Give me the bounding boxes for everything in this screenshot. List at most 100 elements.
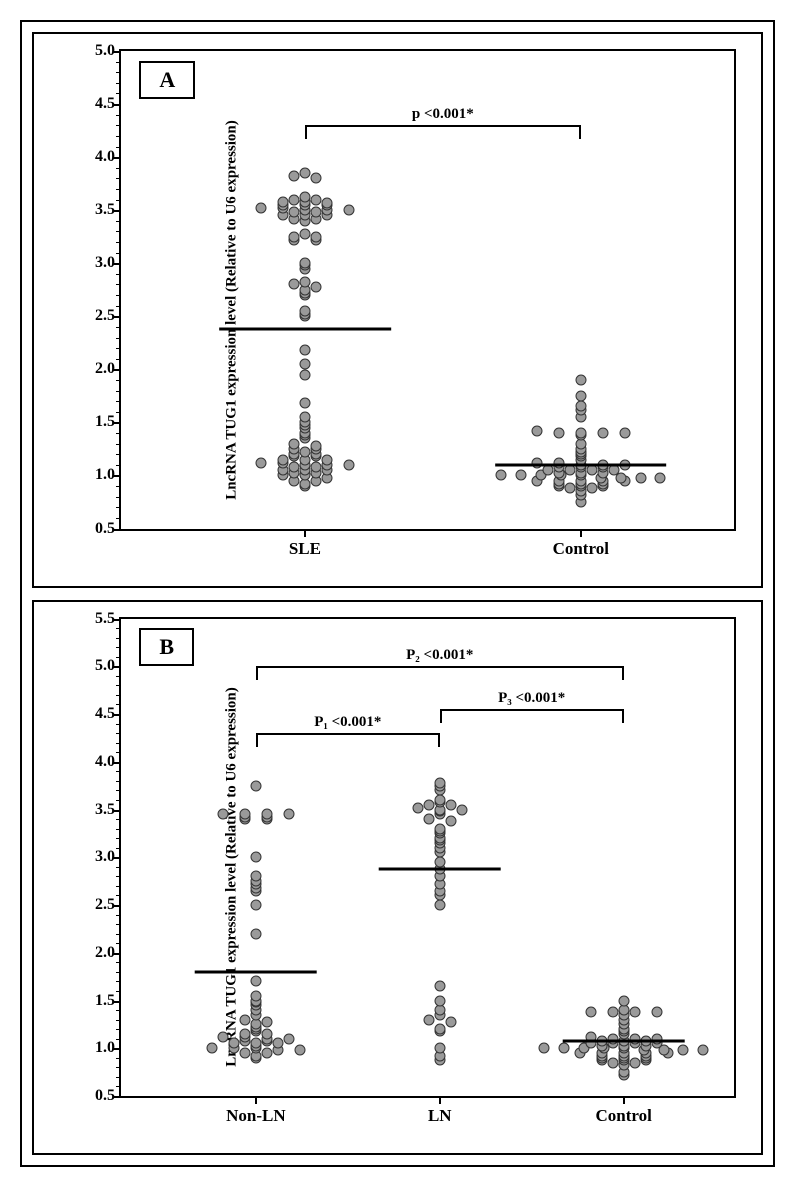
ytick-minor: [116, 433, 121, 434]
ytick-minor: [116, 752, 121, 753]
ytick-minor: [116, 1010, 121, 1011]
ytick-label: 2.0: [95, 360, 115, 378]
figure-container: LncRNA TUG1 expression level (Relative t…: [20, 20, 775, 1167]
ytick-label: 1.5: [95, 413, 115, 431]
ytick-minor: [116, 800, 121, 801]
panel-badge: A: [139, 61, 195, 99]
data-point: [299, 228, 310, 239]
data-point: [538, 1043, 549, 1054]
data-point: [531, 425, 542, 436]
ytick-minor: [116, 685, 121, 686]
median-line: [562, 1039, 685, 1042]
significance-label: P₃ <0.001*: [498, 690, 565, 707]
data-point: [299, 398, 310, 409]
data-point: [288, 171, 299, 182]
data-point: [344, 459, 355, 470]
ytick-minor: [116, 876, 121, 877]
data-point: [206, 1043, 217, 1054]
data-point: [250, 1019, 261, 1030]
data-point: [288, 279, 299, 290]
ytick-label: 3.0: [95, 254, 115, 272]
ytick-minor: [116, 125, 121, 126]
data-point: [445, 1016, 456, 1027]
xtick-mark: [255, 1096, 257, 1104]
data-point: [651, 1006, 662, 1017]
significance-bracket: [256, 666, 624, 668]
data-point: [553, 428, 564, 439]
ytick-minor: [116, 1058, 121, 1059]
data-point: [607, 1057, 618, 1068]
data-point: [564, 483, 575, 494]
data-point: [434, 777, 445, 788]
ytick-minor: [116, 819, 121, 820]
data-point: [515, 470, 526, 481]
ytick-minor: [116, 724, 121, 725]
ytick-minor: [116, 895, 121, 896]
data-point: [288, 461, 299, 472]
data-point: [250, 871, 261, 882]
ytick-minor: [116, 743, 121, 744]
panel-a: LncRNA TUG1 expression level (Relative t…: [32, 32, 763, 588]
ytick-minor: [116, 771, 121, 772]
xtick-label: Non-LN: [226, 1106, 286, 1126]
data-point: [217, 1031, 228, 1042]
data-point: [299, 168, 310, 179]
ytick-minor: [116, 136, 121, 137]
ytick-minor: [116, 1020, 121, 1021]
data-point: [239, 1048, 250, 1059]
ytick-minor: [116, 991, 121, 992]
significance-label: p <0.001*: [412, 106, 474, 123]
ytick-label: 4.5: [95, 705, 115, 723]
data-point: [344, 205, 355, 216]
ytick-minor: [116, 401, 121, 402]
ytick-label: 5.0: [95, 657, 115, 675]
data-point: [250, 780, 261, 791]
ytick-minor: [116, 338, 121, 339]
data-point: [283, 1033, 294, 1044]
median-line: [378, 867, 501, 870]
data-point: [423, 799, 434, 810]
ytick-minor: [116, 1039, 121, 1040]
median-line: [219, 328, 391, 331]
ytick-label: 2.5: [95, 896, 115, 914]
xtick-label: Control: [553, 539, 609, 559]
data-point: [629, 1006, 640, 1017]
data-point: [299, 345, 310, 356]
xtick-label: LN: [428, 1106, 452, 1126]
ytick-minor: [116, 867, 121, 868]
ytick-minor: [116, 1067, 121, 1068]
data-point: [456, 804, 467, 815]
ytick-minor: [116, 497, 121, 498]
ytick-minor: [116, 115, 121, 116]
ytick-minor: [116, 848, 121, 849]
ytick-minor: [116, 306, 121, 307]
data-point: [239, 1028, 250, 1039]
ytick-minor: [116, 695, 121, 696]
data-point: [586, 483, 597, 494]
data-point: [434, 1043, 445, 1054]
ytick-label: 4.0: [95, 753, 115, 771]
ytick-minor: [116, 200, 121, 201]
data-point: [575, 390, 586, 401]
ytick-minor: [116, 790, 121, 791]
ytick-label: 3.5: [95, 801, 115, 819]
data-point: [434, 981, 445, 992]
data-point: [299, 359, 310, 370]
ytick-minor: [116, 829, 121, 830]
significance-bracket: [305, 125, 581, 127]
ytick-minor: [116, 274, 121, 275]
ytick-minor: [116, 83, 121, 84]
data-point: [228, 1038, 239, 1049]
data-point: [321, 454, 332, 465]
data-point: [575, 428, 586, 439]
data-point: [261, 1016, 272, 1027]
ytick-minor: [116, 486, 121, 487]
data-point: [655, 472, 666, 483]
ytick-minor: [116, 62, 121, 63]
significance-bracket: [256, 733, 440, 735]
data-point: [558, 1043, 569, 1054]
ytick-label: 1.0: [95, 466, 115, 484]
data-point: [299, 277, 310, 288]
data-point: [445, 799, 456, 810]
panel-badge: B: [139, 628, 194, 666]
